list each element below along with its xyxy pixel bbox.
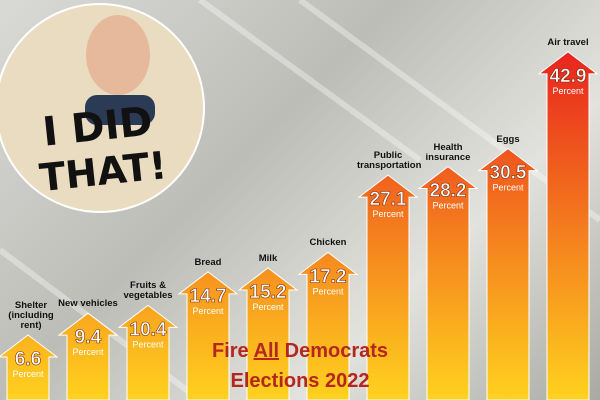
unit-label: Percent: [192, 306, 224, 316]
unit-label: Percent: [432, 201, 464, 211]
arrow-bar: [537, 51, 599, 400]
value-label: 28.2: [430, 181, 467, 202]
category-label: Bread: [194, 256, 222, 268]
unit-label: Percent: [132, 339, 164, 349]
category-label: New vehicles: [58, 298, 118, 310]
suit: [85, 95, 155, 125]
slogan-word: Fire: [212, 340, 249, 362]
value-label: 30.5: [490, 163, 527, 184]
value-label: 10.4: [130, 319, 167, 340]
unit-label: Percent: [72, 347, 104, 357]
unit-label: Percent: [12, 369, 44, 379]
slogan-emphasis: All: [254, 340, 280, 362]
category-label: Eggs: [496, 133, 520, 145]
caption-line: I DID: [40, 98, 154, 155]
arrow-bar: [417, 165, 479, 400]
value-label: 27.1: [370, 189, 407, 210]
arrow-bar: [357, 174, 419, 400]
category-label: Air travel: [547, 36, 589, 48]
category-label: Milk: [258, 252, 278, 264]
unit-label: Percent: [372, 209, 404, 219]
arrow-bar: [117, 304, 179, 400]
arrow-bar: [237, 267, 299, 400]
arrow-bar: [477, 147, 539, 400]
arrow-bar: [0, 334, 59, 400]
value-label: 6.6: [15, 349, 41, 370]
unit-label: Percent: [492, 183, 524, 193]
value-label: 14.7: [190, 286, 227, 307]
unit-label: Percent: [552, 86, 584, 96]
unit-label: Percent: [252, 302, 284, 312]
arrow-bar: [297, 251, 359, 400]
value-label: 42.9: [550, 66, 587, 87]
category-label: Fruits & vegetables: [123, 280, 173, 302]
slogan-word: Democrats: [285, 340, 388, 362]
slogan-line: Elections 2022: [231, 370, 370, 392]
category-label: Chicken: [309, 237, 347, 249]
face: [86, 15, 150, 95]
value-label: 9.4: [75, 327, 102, 348]
category-label: Health insurance: [425, 141, 471, 163]
arrow-bar: [57, 312, 119, 400]
category-label: Public transportation: [357, 150, 422, 172]
category-label: Shelter (including rent): [8, 300, 54, 332]
slogan: Fire All Democrats: [212, 340, 388, 362]
value-label: 15.2: [250, 282, 287, 303]
arrow-bar: [177, 271, 239, 400]
value-label: 17.2: [310, 266, 347, 287]
unit-label: Percent: [312, 286, 344, 296]
